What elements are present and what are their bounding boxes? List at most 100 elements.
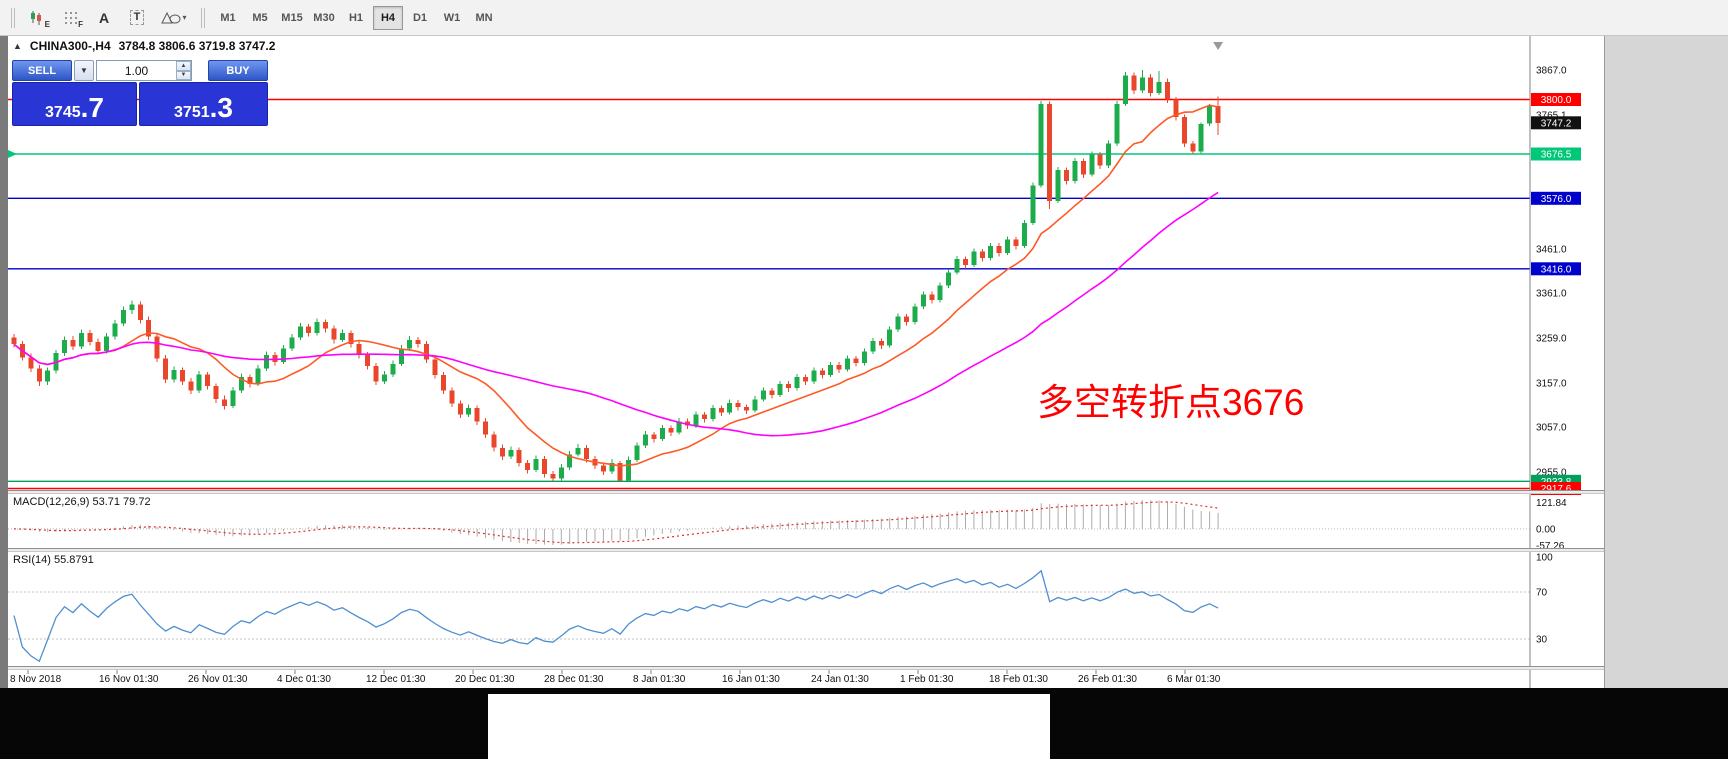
svg-text:1 Feb 01:30: 1 Feb 01:30 (900, 674, 954, 685)
timeframe-m30-button[interactable]: M30 (309, 6, 339, 30)
toolbar-grip[interactable] (201, 7, 205, 28)
bottom-white-panel (488, 694, 1050, 759)
svg-text:3747.2: 3747.2 (1541, 118, 1572, 129)
svg-text:8 Jan 01:30: 8 Jan 01:30 (633, 674, 686, 685)
svg-text:24 Jan 01:30: 24 Jan 01:30 (811, 674, 869, 685)
chart-title: ▲ CHINA300-,H4 3784.8 3806.6 3719.8 3747… (13, 39, 275, 53)
one-click-toggle-icon[interactable]: ▲ (13, 41, 22, 51)
price-badge: 3576.0 (1531, 191, 1581, 205)
chart-canvas[interactable]: 3867.0 3765.1 3461.0 3361.0 3259.0 3157.0 3057… (8, 36, 1604, 688)
svg-text:12 Dec 01:30: 12 Dec 01:30 (366, 674, 426, 685)
svg-text:18 Feb 01:30: 18 Feb 01:30 (989, 674, 1048, 685)
chart-text-annotation[interactable]: 多空转折点3676 (1037, 382, 1305, 423)
text-t-icon: T (129, 10, 145, 25)
price-badge: 3800.0 (1531, 93, 1581, 106)
svg-text:26 Feb 01:30: 26 Feb 01:30 (1078, 674, 1137, 685)
timeframe-h4-button[interactable]: H4 (373, 5, 403, 30)
volume-up-button[interactable]: ▲ (176, 61, 191, 71)
grid-icon (65, 11, 77, 24)
shapes-tool-button[interactable]: ▾ (155, 5, 193, 31)
symbol-period-label: CHINA300-,H4 (29, 39, 111, 53)
timeframe-buttons: M1 M5 M15 M30 H1 H4 D1 W1 MN (213, 5, 499, 30)
rsi-plot (8, 569, 1530, 663)
price-badge: 3676.5 (1531, 147, 1581, 161)
buy-button[interactable]: BUY (208, 60, 268, 81)
moving-averages (13, 104, 1219, 467)
svg-text:3800.0: 3800.0 (1541, 95, 1572, 106)
text-label-tool-button[interactable]: A (89, 5, 119, 31)
svg-text:121.84: 121.84 (1536, 498, 1567, 509)
svg-text:16 Nov 01:30: 16 Nov 01:30 (99, 674, 159, 685)
svg-text:6 Mar 01:30: 6 Mar 01:30 (1167, 674, 1221, 685)
svg-text:20 Dec 01:30: 20 Dec 01:30 (455, 674, 515, 685)
volume-field[interactable]: 1.00 ▲ ▼ (96, 60, 192, 81)
svg-text:3259.0: 3259.0 (1536, 334, 1567, 345)
svg-text:100: 100 (1536, 552, 1553, 563)
svg-text:2917.6: 2917.6 (1541, 484, 1572, 495)
svg-text:30: 30 (1536, 635, 1548, 646)
svg-text:-57.26: -57.26 (1536, 541, 1565, 552)
rsi-indicator-label: RSI(14) 55.8791 (13, 554, 94, 566)
svg-text:3576.0: 3576.0 (1541, 194, 1572, 205)
toolbar: E F A T ▾ M1 M5 M15 M30 (0, 0, 1728, 36)
svg-text:3867.0: 3867.0 (1536, 66, 1567, 77)
tool-glyph: F (78, 19, 83, 29)
price-badge: 3416.0 (1531, 262, 1581, 276)
pane-separator[interactable] (8, 666, 1604, 670)
pane-separator[interactable] (8, 548, 1604, 552)
text-a-icon: A (98, 9, 110, 26)
volume-value[interactable]: 1.00 (124, 63, 149, 78)
timeframe-m15-button[interactable]: M15 (277, 6, 307, 30)
text-box-tool-button[interactable]: T (122, 5, 152, 31)
buy-price-frac: .3 (209, 92, 233, 123)
macd-plot (8, 500, 1530, 545)
svg-text:3157.0: 3157.0 (1536, 379, 1567, 390)
sell-price-main: 3745 (45, 104, 81, 121)
svg-text:3416.0: 3416.0 (1541, 264, 1572, 275)
time-axis: 8 Nov 2018 16 Nov 01:30 26 Nov 01:30 4 Dec … (10, 670, 1221, 685)
chart-window: 3867.0 3765.1 3461.0 3361.0 3259.0 3157.0 3057… (8, 36, 1604, 688)
svg-text:26 Nov 01:30: 26 Nov 01:30 (188, 674, 248, 685)
tool-glyph: E (44, 19, 50, 29)
price-badge: 3747.2 (1531, 116, 1581, 130)
svg-text:16 Jan 01:30: 16 Jan 01:30 (722, 674, 780, 685)
shapes-icon (161, 11, 181, 23)
timeframe-mn-button[interactable]: MN (469, 6, 499, 30)
sell-price-button[interactable]: 3745.7 (12, 82, 137, 126)
candles-icon (31, 10, 41, 25)
timeframe-h1-button[interactable]: H1 (341, 6, 371, 30)
grid-tool-f-button[interactable]: F (56, 5, 86, 31)
timeframe-d1-button[interactable]: D1 (405, 6, 435, 30)
svg-text:3057.0: 3057.0 (1536, 423, 1567, 434)
svg-text:3461.0: 3461.0 (1536, 245, 1567, 256)
svg-text:3361.0: 3361.0 (1536, 289, 1567, 300)
toolbar-grip[interactable] (11, 7, 15, 28)
left-gutter (0, 36, 8, 688)
candles (11, 70, 1221, 482)
svg-text:28 Dec 01:30: 28 Dec 01:30 (544, 674, 604, 685)
chart-tool-e-button[interactable]: E (23, 5, 53, 31)
pane-separator[interactable] (8, 490, 1604, 494)
order-type-dropdown[interactable]: ▼ (74, 60, 94, 81)
right-gutter (1604, 36, 1728, 688)
svg-text:3676.5: 3676.5 (1541, 150, 1572, 161)
horizontal-lines (8, 98, 1530, 490)
ohlc-values: 3784.8 3806.6 3719.8 3747.2 (118, 39, 276, 53)
svg-text:70: 70 (1536, 588, 1548, 599)
timeframe-m1-button[interactable]: M1 (213, 6, 243, 30)
chevron-down-icon: ▼ (80, 66, 88, 75)
svg-text:4 Dec 01:30: 4 Dec 01:30 (277, 674, 331, 685)
volume-stepper: ▲ ▼ (176, 61, 191, 80)
chart-shift-marker (1213, 42, 1224, 50)
chevron-down-icon: ▾ (182, 13, 187, 22)
svg-text:2955.0: 2955.0 (1536, 468, 1567, 479)
buy-price-button[interactable]: 3751.3 (139, 82, 268, 126)
timeframe-w1-button[interactable]: W1 (437, 6, 467, 30)
timeframe-m5-button[interactable]: M5 (245, 6, 275, 30)
one-click-trading-panel: SELL ▼ 1.00 ▲ ▼ BUY 3745.7 37 (12, 60, 268, 126)
svg-text:8 Nov 2018: 8 Nov 2018 (10, 674, 62, 685)
volume-down-button[interactable]: ▼ (176, 70, 191, 80)
sell-button[interactable]: SELL (12, 60, 72, 81)
svg-text:0.00: 0.00 (1536, 524, 1556, 535)
